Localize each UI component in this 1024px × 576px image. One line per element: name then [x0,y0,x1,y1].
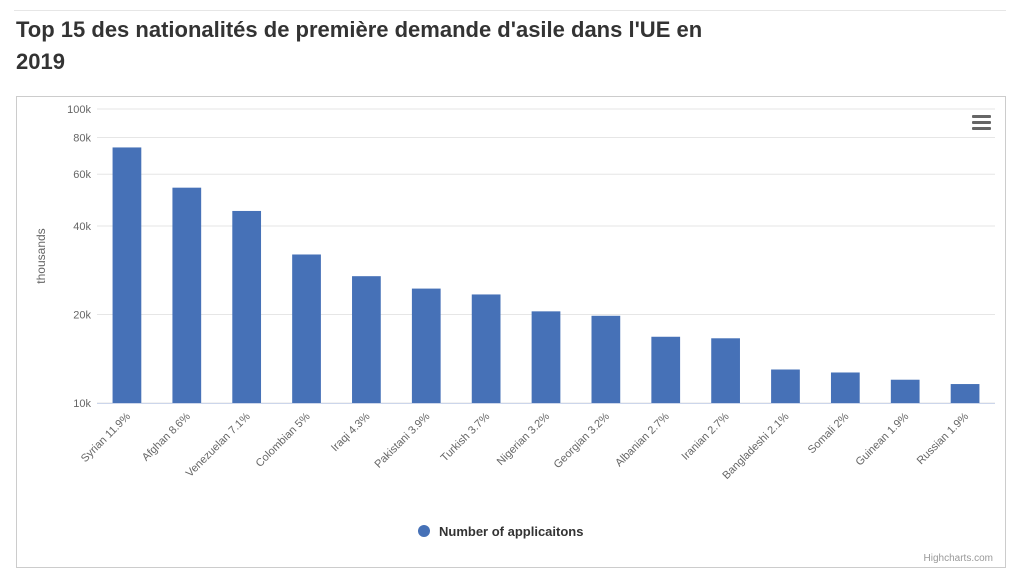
bar[interactable] [531,311,561,403]
bar[interactable] [830,372,860,403]
bar-chart: 10k 20k 40k 60k 80k 100k Syrian 11.9% Afghan 8… [34,104,995,564]
bar[interactable] [172,187,202,403]
x-tick-label: Syrian 11.9% [79,410,133,464]
bars [112,147,980,403]
x-tick-label: Pakistani 3.9% [372,410,432,470]
x-tick-label: Venezuelan 7.1% [184,410,253,479]
x-tick-label: Colombian 5% [254,410,313,469]
x-tick-label: Somali 2% [806,410,852,456]
bar[interactable] [471,294,501,403]
x-tick-label: Bangladeshi 2.1% [720,410,791,481]
y-tick-label: 10k [73,398,91,410]
bar[interactable] [232,210,262,403]
x-tick-label: Iraqi 4.3% [329,410,373,454]
bar[interactable] [112,147,142,403]
bar[interactable] [890,379,920,403]
y-tick-label: 20k [73,309,91,321]
x-tick-label: Guinean 1.9% [854,410,912,468]
legend-label[interactable]: Number of applicaitons [439,524,583,539]
bar[interactable] [292,254,321,403]
page-title: Top 15 des nationalités de première dema… [16,17,703,74]
y-tick-label: 100k [67,104,91,116]
hamburger-menu-icon[interactable] [972,115,991,130]
x-tick-label: Russian 1.9% [915,410,972,467]
x-axis-ticks: Syrian 11.9% Afghan 8.6%Venezuelan 7.1% Co… [79,410,971,481]
x-tick-label: Nigerian 3.2% [495,410,552,467]
y-tick-label: 80k [73,132,91,144]
x-tick-label: Afghan 8.6% [140,410,193,463]
y-tick-label: 60k [73,169,91,181]
top-divider [14,10,1006,11]
chart-container: 10k 20k 40k 60k 80k 100k Syrian 11.9% Afghan 8… [16,96,1006,568]
y-axis-ticks: 10k 20k 40k 60k 80k 100k [67,104,91,410]
credits-link[interactable]: Highcharts.com [924,553,993,564]
y-tick-label: 40k [73,221,91,233]
legend[interactable]: Number of applicaitons [418,524,583,539]
bar[interactable] [950,384,980,403]
bar[interactable] [411,288,441,403]
legend-marker [418,525,430,537]
bar[interactable] [711,338,740,403]
x-tick-label: Georgian 3.2% [552,410,613,471]
bar[interactable] [771,369,800,403]
y-axis-title: thousands [34,228,48,283]
bar[interactable] [651,336,681,403]
bar[interactable] [591,315,621,403]
x-tick-label: Turkish 3.7% [439,410,493,464]
x-tick-label: Iranian 2.7% [680,410,732,462]
x-tick-label: Albanian 2.7% [613,410,672,469]
bar[interactable] [352,276,381,403]
